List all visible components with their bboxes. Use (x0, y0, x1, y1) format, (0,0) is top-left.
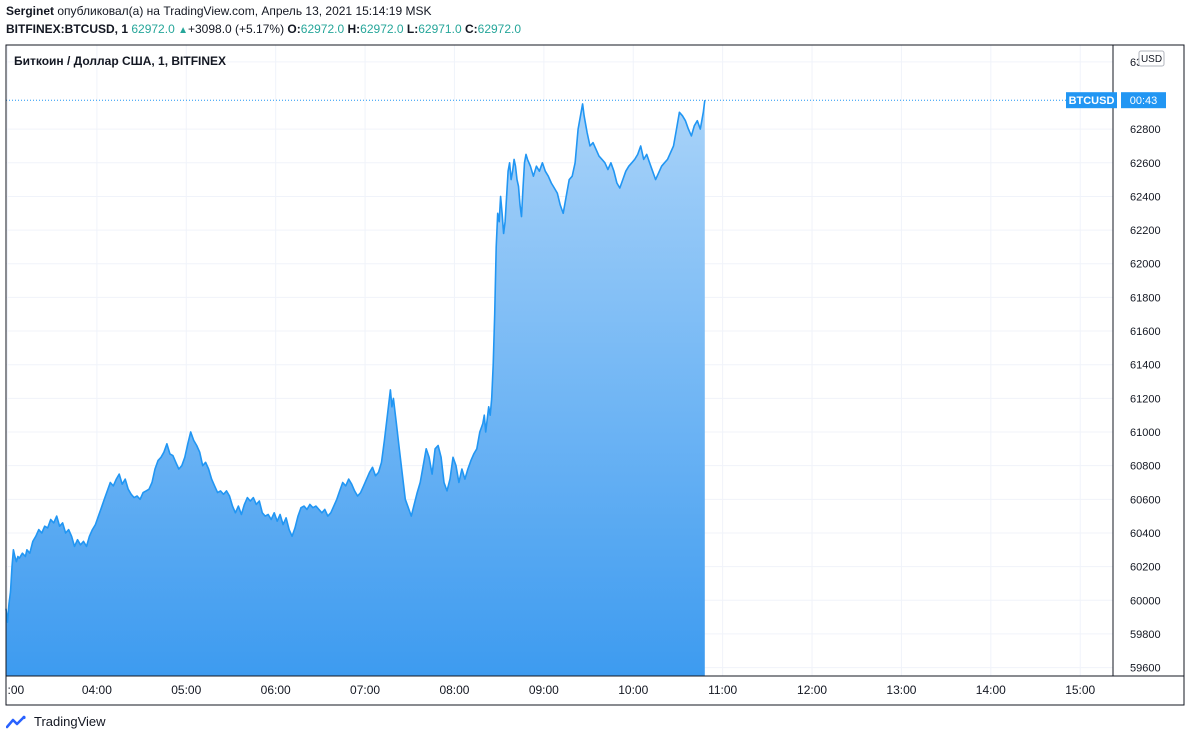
price-area-fill (6, 100, 705, 676)
open-label: O: (287, 22, 301, 36)
x-tick-label: 09:00 (529, 683, 559, 697)
author-name[interactable]: Serginet (6, 4, 55, 18)
close-value: 62972.0 (477, 22, 522, 36)
open-value: 62972.0 (300, 22, 345, 36)
y-tick-label: 62800 (1130, 124, 1161, 136)
last-price: 62972.0 (131, 22, 175, 36)
publication-line: Serginet опубликовал(а) на TradingView.c… (6, 4, 432, 18)
x-tick-label: 12:00 (797, 683, 827, 697)
price-line (5, 100, 706, 623)
footer-brand-label: TradingView (34, 714, 106, 729)
y-tick-label: 59600 (1130, 663, 1161, 675)
high-value: 62972.0 (360, 22, 404, 36)
x-tick-label: 06:00 (261, 683, 291, 697)
x-tick-label: 07:00 (350, 683, 380, 697)
x-tick-label: 11:00 (708, 683, 737, 697)
y-tick-label: 62600 (1130, 158, 1161, 170)
x-tick-label: 08:00 (439, 683, 469, 697)
pane-border (5, 44, 1185, 706)
y-tick-label: 59800 (1130, 629, 1161, 641)
currency-label: USD (1141, 54, 1162, 65)
y-tick-label: 60200 (1130, 562, 1161, 574)
price-tag-value-box (1121, 92, 1166, 109)
tradingview-logo-icon (6, 715, 26, 728)
price-tag-countdown: 00:43 (1130, 95, 1158, 107)
symbol-label: BITFINEX:BTCUSD, 1 (6, 22, 129, 36)
close-label: C: (464, 22, 478, 36)
x-tick-label: 05:00 (171, 683, 201, 697)
time-axis[interactable]: :00 04:00 05:00 06:00 07:00 08:00 09:00 10:00 11… (7, 683, 1095, 697)
x-tick-label: 13:00 (886, 683, 916, 697)
published-text: опубликовал(а) на TradingView.com, Апрел… (57, 4, 432, 18)
y-tick-label: 60600 (1130, 494, 1161, 506)
y-tick-label: 61600 (1130, 326, 1161, 338)
y-tick-label: 62400 (1130, 191, 1161, 203)
footer-brand[interactable]: TradingView (6, 714, 106, 729)
y-tick-label: 60800 (1130, 461, 1161, 473)
x-tick-label: 10:00 (618, 683, 648, 697)
y-tick-label: 61200 (1130, 393, 1161, 405)
y-tick-label: 62200 (1130, 225, 1161, 237)
y-tick-label: 60000 (1130, 595, 1161, 607)
y-tick-label: 61400 (1130, 360, 1161, 372)
chart-legend-title: Биткоин / Доллар США, 1, BITFINEX (14, 54, 226, 68)
price-tag-symbol: BTCUSD (1069, 95, 1115, 107)
ohlc-line: BITFINEX:BTCUSD, 1 62972.0 ▲+3098.0 (+5.… (6, 22, 521, 36)
x-tick-label: :00 (7, 683, 24, 697)
x-tick-label: 15:00 (1065, 683, 1095, 697)
price-tag: BTCUSD 00:43 (1066, 92, 1166, 109)
price-axis[interactable]: 59600 59800 60000 60200 60400 60600 60800 61000… (1130, 57, 1161, 675)
currency-badge[interactable]: USD (1138, 50, 1165, 67)
change-value: +3098.0 (+5.17%) (188, 22, 285, 36)
low-value: 62971.0 (418, 22, 462, 36)
up-arrow-icon: ▲ (178, 25, 188, 36)
price-tag-symbol-box (1066, 92, 1117, 109)
y-tick-label: 61000 (1130, 427, 1161, 439)
y-tick-label: 62000 (1130, 259, 1161, 271)
low-label: L: (406, 22, 419, 36)
x-tick-label: 04:00 (82, 683, 112, 697)
x-tick-label: 14:00 (976, 683, 1006, 697)
high-label: H: (347, 22, 361, 36)
y-tick-label: 60400 (1130, 528, 1161, 540)
y-tick-label: 61800 (1130, 292, 1161, 304)
